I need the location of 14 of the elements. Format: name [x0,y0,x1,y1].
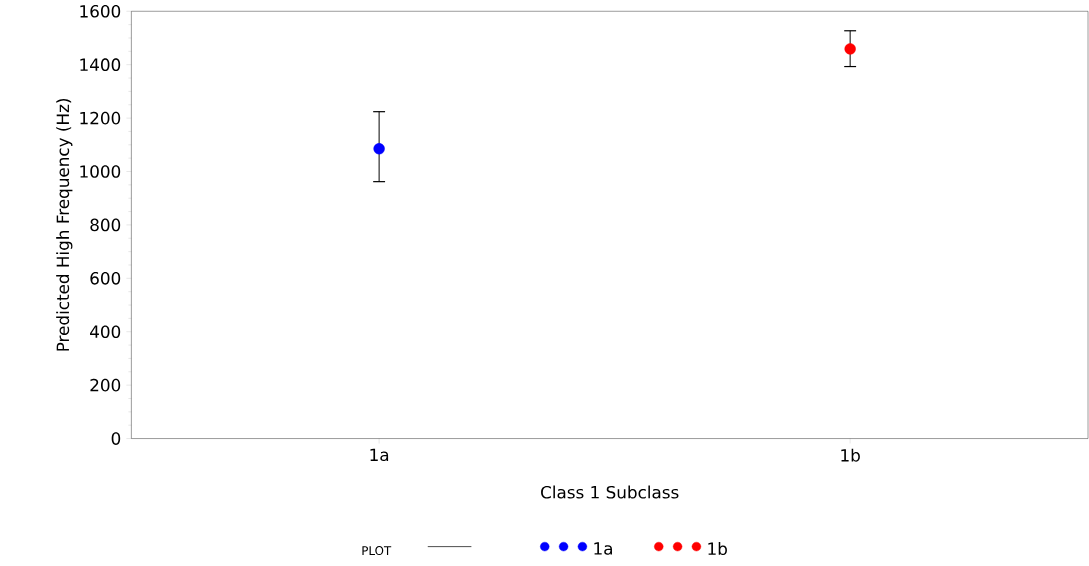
legend-label: 1b [708,541,727,555]
y-tick-label: 1600 [80,4,121,18]
x-axis-title: Class 1 Subclass [541,485,679,499]
y-tick-label: 800 [90,218,121,232]
y-tick-label: 1400 [80,58,121,71]
y-tick-label: 1200 [80,111,121,125]
legend-title: PLOT [362,545,392,555]
y-tick-label: 400 [90,325,121,338]
y-axis-title: Predicted High Frequency (Hz) [56,98,73,351]
y-tick-label: 0 [111,431,121,445]
y-tick-label: 600 [90,271,121,285]
y-tick-label: 1000 [80,164,121,178]
y-tick-label: 200 [90,378,121,392]
legend-label: 1a [594,542,612,555]
